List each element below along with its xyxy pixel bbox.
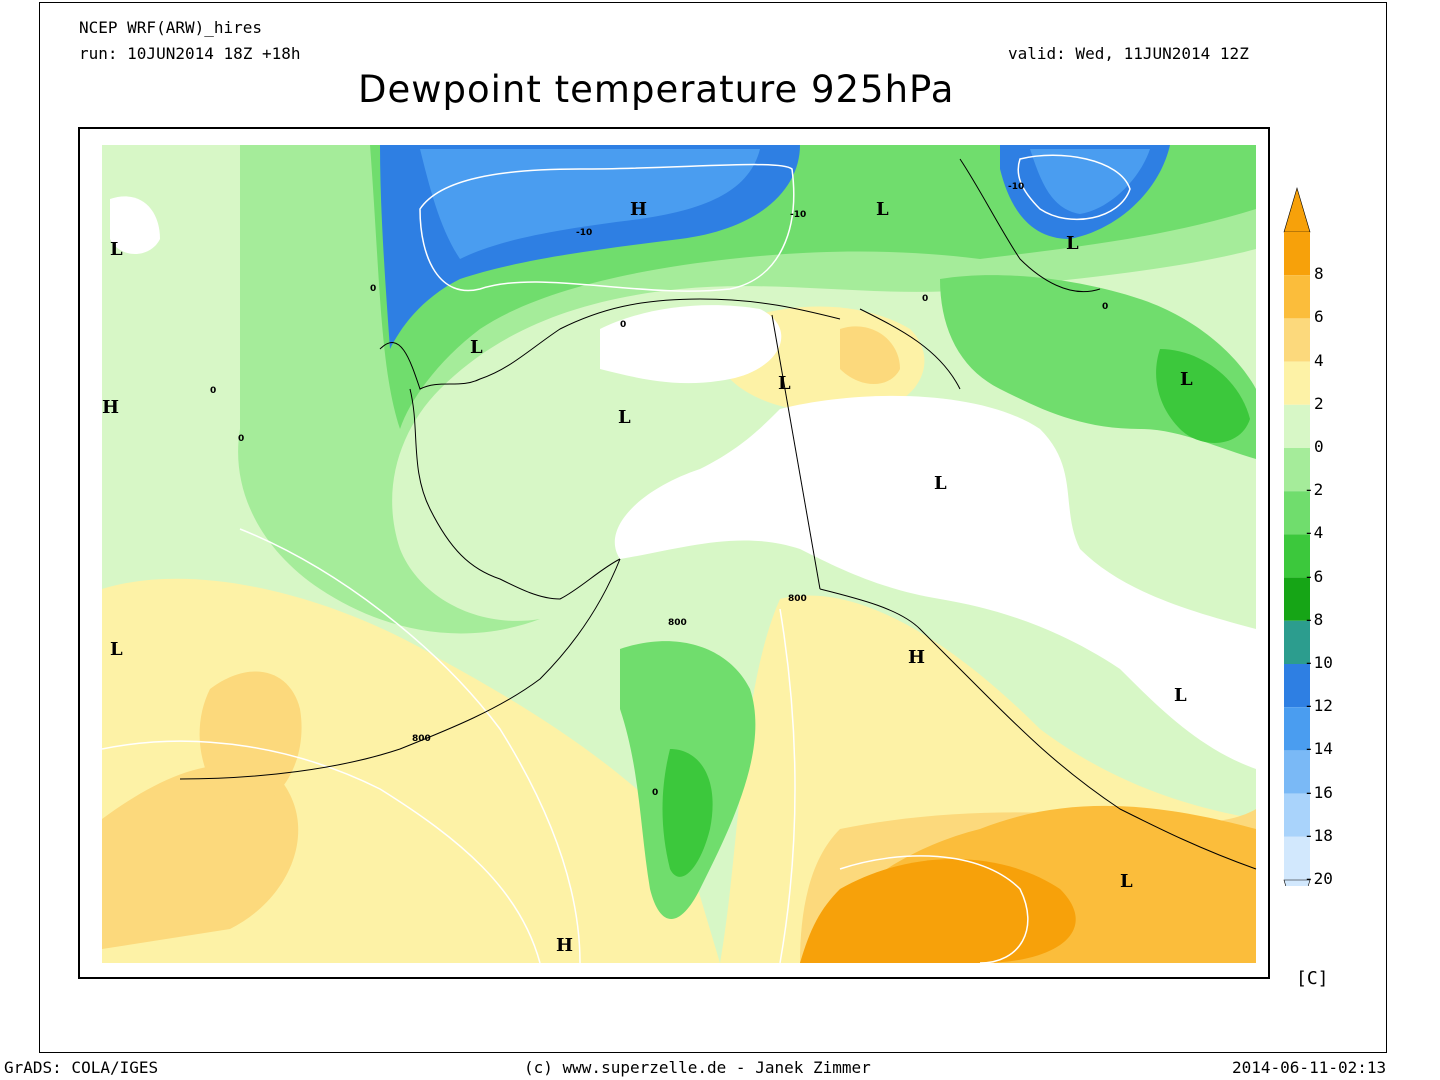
colorbar-arrow-top	[1283, 186, 1311, 233]
colorbar-segment	[1284, 491, 1310, 535]
contour-label: -10	[1008, 182, 1024, 192]
moist-patch-sw	[199, 671, 302, 811]
pressure-center-label: L	[934, 473, 947, 494]
contour-label: 0	[620, 320, 626, 330]
pressure-center-label: L	[1180, 369, 1193, 390]
coastline-west	[409, 388, 621, 600]
contour-minus10-b	[1017, 154, 1131, 221]
coastline-arctic	[959, 158, 1101, 293]
colorbar-arrow-bottom	[1283, 879, 1311, 886]
pressure-center-label: H	[102, 397, 119, 418]
colorbar-segment	[1284, 793, 1310, 837]
very-dry-ne-core	[1030, 149, 1150, 214]
contour-label: -10	[576, 228, 592, 238]
colorbar-segment	[1284, 318, 1310, 362]
contour-label: 0	[210, 386, 216, 396]
colorbar	[1283, 186, 1311, 886]
colorbar-tick-label: 6	[1314, 307, 1324, 327]
colorbar-tick-label: -2	[1304, 480, 1324, 500]
contour-label: 800	[412, 734, 431, 744]
pressure-center-label: H	[908, 647, 925, 668]
colorbar-segment	[1284, 707, 1310, 751]
contour-label: 0	[1102, 302, 1108, 312]
footer-credit: (c) www.superzelle.de - Janek Zimmer	[524, 1058, 871, 1077]
colorbar-segment	[1284, 404, 1310, 448]
colorbar-tick-label: -10	[1304, 653, 1333, 672]
coastline-northeast	[859, 308, 961, 390]
moist-field-sw-core	[102, 764, 299, 949]
moist-field-gulf-max	[800, 859, 1076, 963]
pressure-center-label: L	[470, 337, 483, 358]
pressure-center-label: L	[618, 407, 631, 428]
colorbar-segment	[1284, 448, 1310, 492]
contour-minus10-a	[419, 163, 795, 292]
unit-label: [C]	[1296, 968, 1329, 989]
contour-gulf	[839, 855, 1029, 964]
cloud-mask-1	[600, 305, 782, 384]
dry-plume-gulf-core	[662, 749, 713, 877]
contour-zero-b	[779, 608, 796, 964]
model-name: NCEP WRF(ARW)_hires	[79, 18, 263, 37]
footer-software: GrADS: COLA/IGES	[4, 1058, 159, 1077]
contour-label: 0	[370, 284, 376, 294]
dry-field-east-core	[1156, 349, 1250, 443]
map-title: Dewpoint temperature 925hPa	[358, 68, 955, 111]
pressure-center-label: L	[876, 199, 889, 220]
colorbar-tick-label: 4	[1314, 350, 1324, 370]
colorbar-segment	[1284, 836, 1310, 880]
colorbar-segment	[1284, 620, 1310, 664]
plot-frame	[39, 2, 1387, 1053]
pressure-center-label: L	[1066, 233, 1079, 254]
contour-label: 800	[668, 618, 687, 628]
colorbar-segment	[1284, 664, 1310, 708]
colorbar-segment	[1284, 750, 1310, 794]
very-dry-arctic-core	[420, 149, 760, 259]
contour-label: 0	[652, 788, 658, 798]
contour-zero-a	[239, 528, 581, 964]
contour-label: 0	[922, 294, 928, 304]
colorbar-tick-label: -4	[1304, 523, 1324, 543]
cloud-mask-2	[614, 395, 1256, 769]
weather-map: L H L L L L L L L H L L H H L -10 -10 -1…	[78, 127, 1270, 979]
pressure-center-label: L	[1174, 685, 1187, 706]
colorbar-tick-label: -6	[1304, 566, 1324, 586]
border-line	[771, 314, 821, 590]
contour-800	[101, 740, 541, 964]
colorbar-segment	[1284, 275, 1310, 319]
contour-label: 800	[788, 594, 807, 604]
pressure-center-label: H	[556, 935, 573, 956]
run-time: run: 10JUN2014 18Z +18h	[79, 44, 301, 63]
contour-label: 0	[238, 434, 244, 444]
moist-patch-interior-core	[840, 326, 900, 384]
footer-timestamp: 2014-06-11-02:13	[1232, 1058, 1387, 1077]
colorbar-tick-label: -12	[1304, 696, 1333, 716]
colorbar-tick-label: -8	[1304, 609, 1324, 629]
coastline-aleutian	[179, 558, 621, 780]
colorbar-tick-label: -14	[1304, 739, 1333, 759]
pressure-center-label: L	[110, 639, 123, 660]
colorbar-segment	[1284, 361, 1310, 405]
contour-label: -10	[790, 210, 806, 220]
pressure-center-label: L	[110, 239, 123, 260]
pressure-center-label: L	[1120, 871, 1133, 892]
map-canvas: L H L L L L L L L H L L H H L -10 -10 -1…	[101, 145, 1257, 964]
pressure-center-label: H	[630, 199, 647, 220]
colorbar-segment	[1284, 534, 1310, 578]
colorbar-segment	[1284, 577, 1310, 621]
cloud-mask-3	[110, 196, 160, 254]
colorbar-tick-label: -18	[1304, 825, 1333, 845]
colorbar-tick-label: -16	[1304, 782, 1333, 802]
colorbar-segment	[1284, 232, 1310, 276]
coastline-north	[379, 298, 841, 390]
colorbar-tick-label: 2	[1314, 393, 1324, 413]
valid-time: valid: Wed, 11JUN2014 12Z	[1008, 44, 1249, 63]
colorbar-tick-label: 8	[1314, 264, 1324, 284]
coastline-southeast	[819, 588, 1257, 870]
pressure-center-label: L	[778, 373, 791, 394]
colorbar-tick-label: -20	[1304, 869, 1333, 888]
colorbar-tick-label: 0	[1314, 437, 1324, 456]
